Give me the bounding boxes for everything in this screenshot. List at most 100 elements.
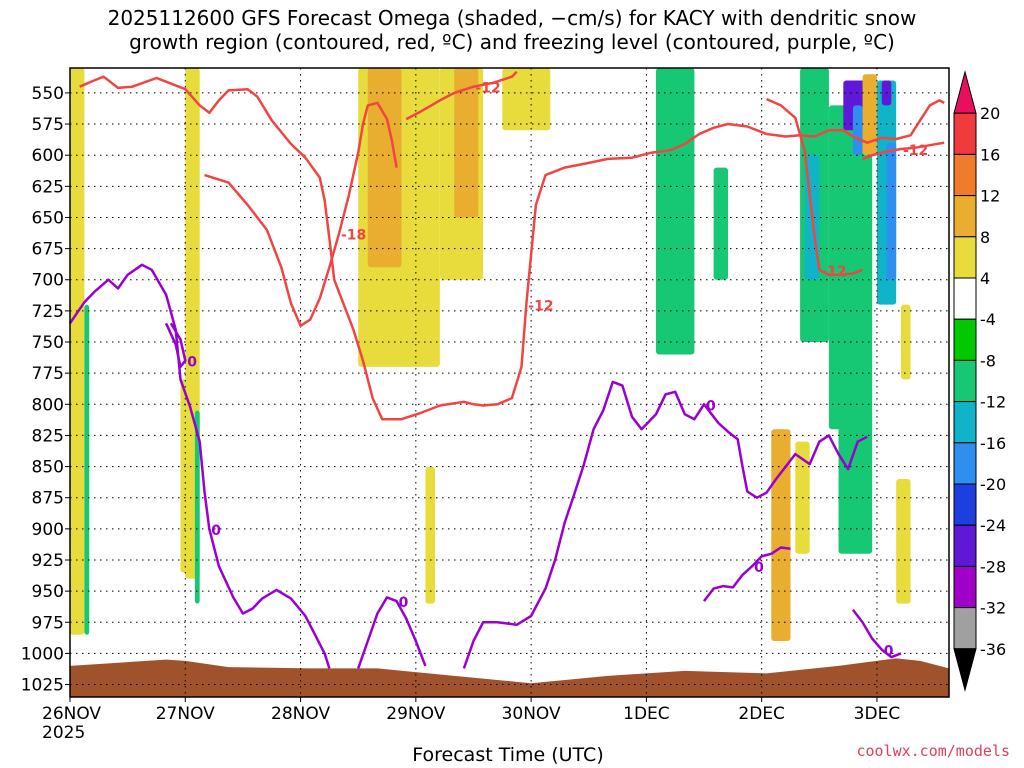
x-tick-label: 1DEC — [623, 704, 670, 724]
colorbar-segment-13 — [953, 607, 977, 650]
y-tick-label: 825 — [32, 426, 64, 446]
omega-region-0 — [70, 68, 85, 635]
omega-region-7 — [425, 466, 436, 604]
y-tick-label: 800 — [32, 395, 64, 415]
contour-label: 0 — [884, 644, 894, 660]
contour-label: -12 — [528, 299, 553, 315]
dgz-contour-0 — [79, 75, 945, 421]
omega-region-15 — [776, 479, 791, 592]
omega-region-1 — [84, 304, 90, 635]
colorbar-segment-1 — [953, 112, 977, 155]
omega-region-22 — [852, 105, 863, 156]
contour-label: 0 — [187, 355, 197, 371]
x-tick-label: 28NOV — [271, 704, 330, 724]
x-tick-label: 30NOV — [502, 704, 561, 724]
omega-region-20 — [838, 117, 873, 554]
freezing-contour-5 — [164, 322, 187, 369]
contour-label: 0 — [754, 560, 764, 576]
y-tick-label: 925 — [32, 551, 64, 571]
colorbar-label: 16 — [980, 145, 1000, 164]
y-tick-label: 950 — [32, 582, 64, 602]
y-tick-label: 725 — [32, 302, 64, 322]
colorbar-label: -12 — [980, 393, 1006, 412]
colorbar-bottom-arrow — [953, 648, 977, 692]
colorbar-label: -20 — [980, 475, 1006, 494]
colorbar-segment-12 — [953, 565, 977, 609]
title-line-2: growth region (contoured, red, ºC) and f… — [129, 30, 895, 54]
colorbar-label: 8 — [980, 228, 990, 247]
dgz-contour-1 — [204, 101, 398, 328]
omega-region-10 — [502, 68, 551, 131]
colorbar-segment-2 — [953, 153, 977, 197]
colorbar-segment-4 — [953, 236, 977, 279]
contour-label: -18 — [341, 228, 366, 244]
colorbar-label: -28 — [980, 557, 1006, 576]
dgz-contour-4 — [862, 141, 945, 161]
freezing-contour-4 — [851, 609, 902, 659]
freezing-contour-1 — [357, 596, 427, 669]
freezing-contour-3 — [703, 546, 791, 602]
y-tick-label: 975 — [32, 613, 64, 633]
colorbar-segment-7 — [953, 359, 977, 403]
y-tick-label: 1025 — [21, 676, 64, 696]
dgz-contour-2 — [405, 70, 518, 121]
contour-label: 0 — [399, 595, 409, 611]
colorbar-segment-6 — [953, 318, 977, 361]
colorbar-segment-5 — [953, 277, 977, 320]
colorbar-label: -16 — [980, 434, 1006, 453]
x-tick-label: 2DEC — [738, 704, 785, 724]
y-tick-label: 875 — [32, 489, 64, 509]
y-tick-label: 600 — [32, 146, 64, 166]
colorbar-segment-8 — [953, 401, 977, 444]
colorbar-top-arrow — [953, 70, 977, 114]
colorbar-segment-11 — [953, 524, 977, 567]
plot-frame — [69, 67, 950, 698]
colorbar-label: -4 — [980, 310, 996, 329]
colorbar-label: -32 — [980, 599, 1006, 618]
title-line-1: 2025112600 GFS Forecast Omega (shaded, −… — [107, 6, 917, 30]
contour-label: 0 — [211, 523, 221, 539]
y-tick-label: 900 — [32, 520, 64, 540]
y-tick-label: 775 — [32, 364, 64, 384]
colorbar-label: 20 — [980, 104, 1000, 123]
x-axis-label: Forecast Time (UTC) — [412, 744, 604, 766]
colorbar-label: 4 — [980, 269, 990, 288]
y-tick-label: 1000 — [21, 644, 64, 664]
omega-region-13 — [713, 167, 729, 280]
chart-title: 2025112600 GFS Forecast Omega (shaded, −… — [0, 6, 1024, 54]
dgz-contour-3 — [765, 97, 863, 277]
surface-terrain — [70, 658, 949, 697]
colorbar-label: 12 — [980, 187, 1000, 206]
omega-region-9 — [454, 68, 479, 218]
omega-region-28 — [900, 304, 911, 380]
contour-label: -12 — [903, 143, 928, 159]
x-tick-label: 27NOV — [156, 704, 215, 724]
y-tick-label: 675 — [32, 240, 64, 260]
omega-region-6 — [367, 68, 402, 268]
colorbar-label: -36 — [980, 640, 1006, 659]
freezing-contour-0 — [68, 263, 331, 669]
y-tick-label: 750 — [32, 333, 64, 353]
colorbar-segment-3 — [953, 195, 977, 238]
y-tick-label: 850 — [32, 458, 64, 478]
x-tick-label: 3DEC — [854, 704, 901, 724]
freezing-contour-2 — [462, 380, 868, 669]
omega-region-4 — [194, 410, 200, 604]
contour-label: -12 — [821, 264, 846, 280]
colorbar-segment-9 — [953, 442, 977, 485]
contour-label: 0 — [706, 398, 716, 414]
y-tick-label: 575 — [32, 115, 64, 135]
colorbar-label: -24 — [980, 516, 1006, 535]
omega-region-12 — [665, 105, 690, 305]
colorbar-label: -8 — [980, 351, 996, 370]
x-tick-label: 2025 — [42, 723, 85, 743]
omega-region-27 — [896, 479, 911, 604]
y-tick-label: 550 — [32, 84, 64, 104]
x-tick-label: 29NOV — [386, 704, 445, 724]
y-tick-label: 650 — [32, 208, 64, 228]
contour-label: -12 — [475, 81, 500, 97]
omega-region-23 — [862, 74, 877, 156]
y-tick-label: 700 — [32, 271, 64, 291]
colorbar-segment-10 — [953, 483, 977, 526]
